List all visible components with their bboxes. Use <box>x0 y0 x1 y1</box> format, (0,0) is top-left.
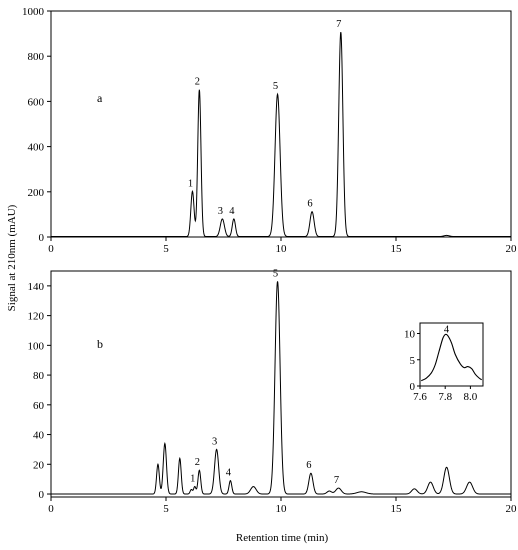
y-tick-label-b-6: 120 <box>28 311 45 323</box>
y-tick-label-b-1: 20 <box>33 459 45 471</box>
x-tick-label-b-0: 0 <box>48 503 54 515</box>
y-tick-label-b-7: 140 <box>28 281 45 293</box>
inset-x-tick-label-2: 8.0 <box>464 391 478 403</box>
panel-label-a: a <box>97 91 103 105</box>
y-tick-label-b-0: 0 <box>39 489 45 501</box>
x-tick-label-b-1: 5 <box>163 503 169 515</box>
y-tick-label-a-3: 600 <box>28 96 45 108</box>
peak-label-a-1: 1 <box>188 178 193 189</box>
peak-label-a-4: 4 <box>229 206 235 217</box>
y-tick-label-a-1: 200 <box>28 187 45 199</box>
inset-y-tick-label-0: 0 <box>410 381 416 393</box>
peak-label-a-3: 3 <box>218 206 223 217</box>
inset-x-tick-label-1: 7.8 <box>438 391 452 403</box>
inset-frame <box>419 322 484 387</box>
x-tick-label-a-0: 0 <box>48 243 54 255</box>
peak-label-a-5: 5 <box>273 81 278 92</box>
x-axis-title: Retention time (min) <box>236 532 329 544</box>
x-tick-label-b-2: 10 <box>276 503 288 515</box>
inset-trace <box>421 333 483 382</box>
x-tick-label-a-2: 10 <box>276 243 288 255</box>
peak-label-a-7: 7 <box>336 19 341 30</box>
peak-label-b-3: 3 <box>212 436 217 447</box>
y-tick-label-b-3: 60 <box>33 400 45 412</box>
y-tick-label-a-0: 0 <box>39 232 45 244</box>
peak-label-a-2: 2 <box>195 77 200 88</box>
peak-label-b-7: 7 <box>334 475 339 486</box>
x-tick-label-a-1: 5 <box>163 243 169 255</box>
inset-y-tick-label-1: 5 <box>410 355 416 367</box>
y-axis-title: Signal at 210nm (mAU) <box>6 204 18 311</box>
x-tick-label-b-4: 20 <box>506 503 518 515</box>
peak-label-b-2: 2 <box>195 457 200 468</box>
y-tick-label-a-5: 1000 <box>22 6 45 18</box>
plot-frame-a <box>50 10 512 238</box>
y-tick-label-b-4: 80 <box>33 370 45 382</box>
peak-label-b-4: 4 <box>226 468 232 479</box>
x-tick-label-a-3: 15 <box>391 243 403 255</box>
plot-frame-b <box>50 270 512 498</box>
y-tick-label-b-2: 40 <box>33 430 45 442</box>
peak-label-a-6: 6 <box>307 199 312 210</box>
inset-x-tick-label-0: 7.6 <box>413 391 427 403</box>
inset-y-tick-label-2: 10 <box>404 329 416 341</box>
panel-label-b: b <box>97 337 103 351</box>
x-tick-label-b-3: 15 <box>391 503 403 515</box>
chromatogram-trace-a <box>51 31 511 238</box>
chromatogram-trace-b <box>51 281 511 495</box>
y-tick-label-a-4: 800 <box>28 51 45 63</box>
inset-peak-label: 4 <box>444 325 450 336</box>
peak-label-b-1: 1 <box>190 473 195 484</box>
x-tick-label-a-4: 20 <box>506 243 518 255</box>
y-tick-label-b-5: 100 <box>28 340 45 352</box>
peak-label-b-6: 6 <box>306 460 311 471</box>
y-tick-label-a-2: 400 <box>28 142 45 154</box>
peak-label-b-5: 5 <box>273 268 278 279</box>
